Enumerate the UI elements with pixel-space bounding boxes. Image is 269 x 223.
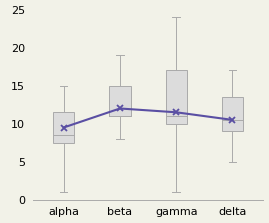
Bar bbox=[109, 86, 131, 116]
Bar bbox=[165, 70, 187, 124]
Bar bbox=[222, 97, 243, 131]
Bar bbox=[53, 112, 74, 143]
